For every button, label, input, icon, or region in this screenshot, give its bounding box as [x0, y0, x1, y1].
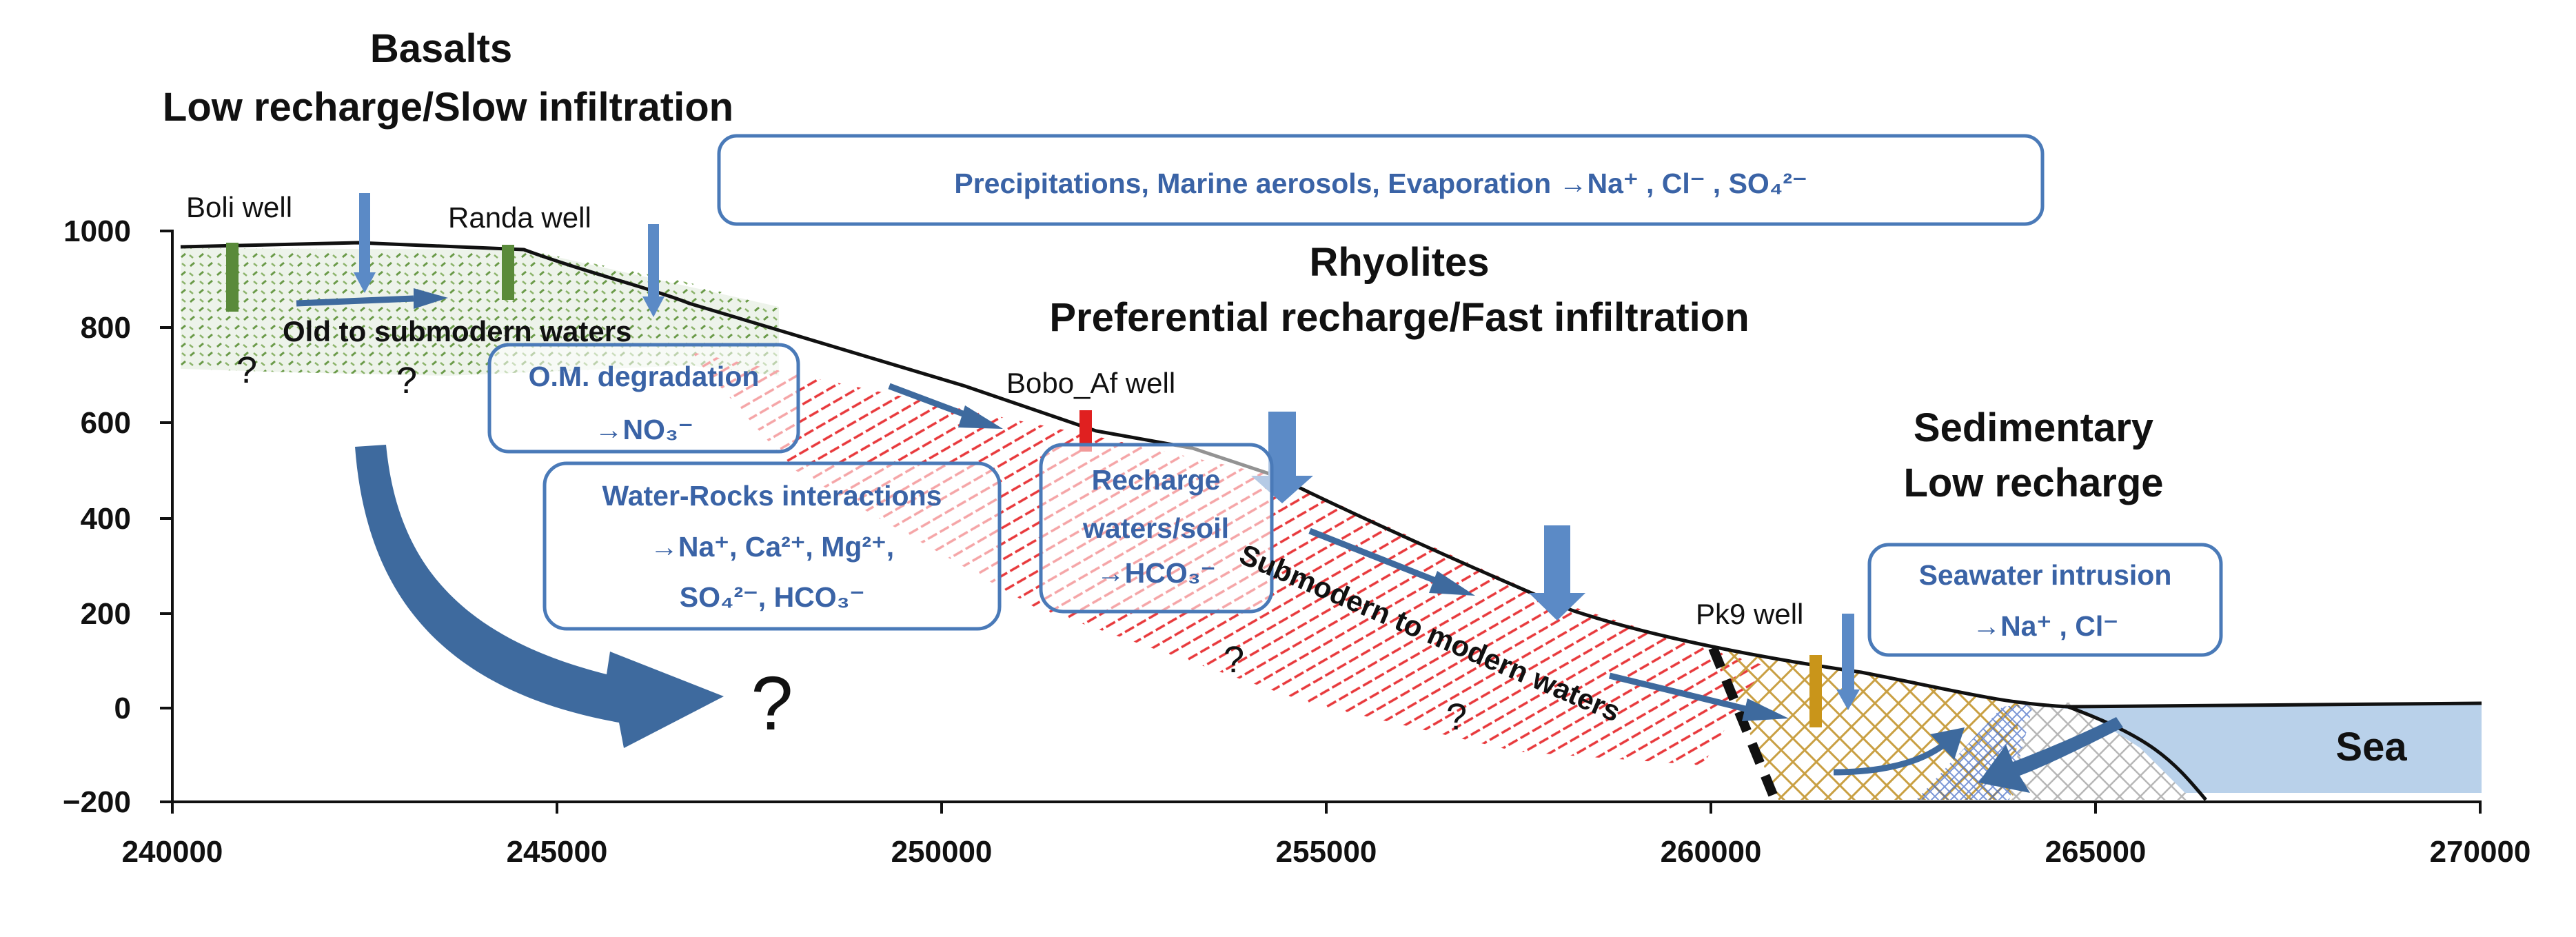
fault-line — [1708, 646, 1780, 802]
wells: Boli well Randa well Bobo_Af well Pk9 we… — [186, 191, 1822, 727]
water-rocks-line1: Water-Rocks interactions — [602, 480, 942, 512]
recharge-soil-box: Recharge waters/soil →HCO₃⁻ — [1039, 443, 1274, 614]
flow-arrow-rhyolite-head — [1429, 571, 1475, 596]
water-rocks-box: Water-Rocks interactions →Na⁺, Ca²⁺, Mg²… — [542, 461, 1002, 631]
y-tick-label: 0 — [114, 692, 131, 725]
x-tick-label: 260000 — [1661, 835, 1762, 869]
question-mark: ? — [396, 360, 417, 401]
boli-well-marker — [226, 243, 239, 312]
question-mark: ? — [751, 661, 793, 746]
flow-arrow-basalt — [296, 295, 414, 307]
y-tick-label: 400 — [81, 502, 131, 536]
flow-arrow-sediment-head — [1742, 698, 1789, 721]
transition-hatching — [2009, 702, 2192, 800]
precipitation-box: Precipitations, Marine aerosols, Evapora… — [717, 134, 2045, 226]
question-mark: ? — [1224, 639, 1244, 681]
seawater-intrusion-box: Seawater intrusion →Na⁺ , Cl⁻ — [1867, 543, 2223, 657]
sea-body — [2044, 703, 2482, 793]
sedimentary-subtitle: Low recharge — [1903, 461, 2163, 505]
flow-arrow-sediment — [1608, 672, 1752, 714]
basalts-subtitle: Low recharge/Slow infiltration — [163, 85, 733, 130]
flow-arrow-rhyolite-head — [958, 405, 1003, 429]
pk9-well-label: Pk9 well — [1696, 598, 1803, 630]
water-rocks-line3: SO₄²⁻, HCO₃⁻ — [680, 581, 865, 613]
flow-arrows — [296, 288, 2123, 793]
pk9-well-marker — [1809, 655, 1822, 727]
recharge-arrow — [354, 193, 376, 293]
x-tick-label: 270000 — [2430, 835, 2531, 869]
deep-flow-arrow — [355, 445, 724, 748]
recharge-soil-line1: Recharge — [1092, 464, 1221, 496]
seawater-intrusion-line2: →Na⁺ , Cl⁻ — [1972, 610, 2118, 642]
om-degradation-box: O.M. degradation →NO₃⁻ — [487, 343, 800, 454]
sedimentary-title: Sedimentary — [1914, 405, 2153, 450]
sea-label: Sea — [2335, 725, 2407, 769]
intrusion-curve-head — [1930, 727, 1965, 760]
axes: 1000 800 600 400 200 0 −200 240000 24500… — [63, 214, 2531, 869]
flow-arrow-rhyolite — [1308, 527, 1442, 586]
ground-surface — [180, 241, 2207, 801]
seawater-intrusion-line1: Seawater intrusion — [1919, 559, 2172, 591]
water-rocks-line2: →Na⁺, Ca²⁺, Mg²⁺, — [650, 531, 894, 563]
bobo-well-marker — [1079, 410, 1092, 452]
x-tick-label: 240000 — [122, 835, 223, 869]
recharge-arrow — [1836, 614, 1860, 710]
recharge-arrows — [354, 193, 1860, 710]
rhyolites-subtitle: Preferential recharge/Fast infiltration — [1049, 295, 1749, 340]
seawater-intrusion-arrow — [1978, 717, 2123, 793]
sea-surface — [2067, 701, 2482, 709]
om-degradation-line2: →NO₃⁻ — [594, 414, 693, 445]
om-degradation-line1: O.M. degradation — [529, 361, 760, 392]
x-tick-label: 255000 — [1276, 835, 1377, 869]
recharge-arrow — [1529, 525, 1585, 621]
precipitation-text: Precipitations, Marine aerosols, Evapora… — [954, 168, 1807, 199]
randa-well-marker — [502, 245, 514, 300]
randa-well-label: Randa well — [448, 201, 591, 234]
recharge-arrow — [642, 224, 665, 317]
intrusion-curve — [1833, 742, 1946, 776]
bobo-well-label: Bobo_Af well — [1006, 367, 1175, 399]
x-tick-label: 265000 — [2045, 835, 2147, 869]
y-tick-label: 800 — [81, 311, 131, 345]
flow-arrow-rhyolite — [888, 383, 973, 421]
x-tick-label: 245000 — [507, 835, 608, 869]
rhyolites-title: Rhyolites — [1309, 240, 1489, 285]
basalts-title: Basalts — [370, 26, 512, 71]
question-mark: ? — [1446, 696, 1467, 738]
y-tick-label: 200 — [81, 597, 131, 631]
sediment-hatching — [1713, 648, 2020, 800]
question-mark: ? — [236, 350, 257, 391]
recharge-soil-line2: waters/soil — [1082, 512, 1229, 544]
old-waters-label: Old to submodern waters — [283, 315, 631, 347]
flow-arrow-basalt-head — [414, 288, 448, 309]
boli-well-label: Boli well — [186, 191, 292, 223]
x-tick-label: 250000 — [891, 835, 993, 869]
y-tick-label: 1000 — [63, 214, 131, 248]
y-tick-label: 600 — [81, 406, 131, 440]
recharge-soil-line3: →HCO₃⁻ — [1097, 557, 1216, 589]
y-tick-label: −200 — [63, 785, 131, 819]
